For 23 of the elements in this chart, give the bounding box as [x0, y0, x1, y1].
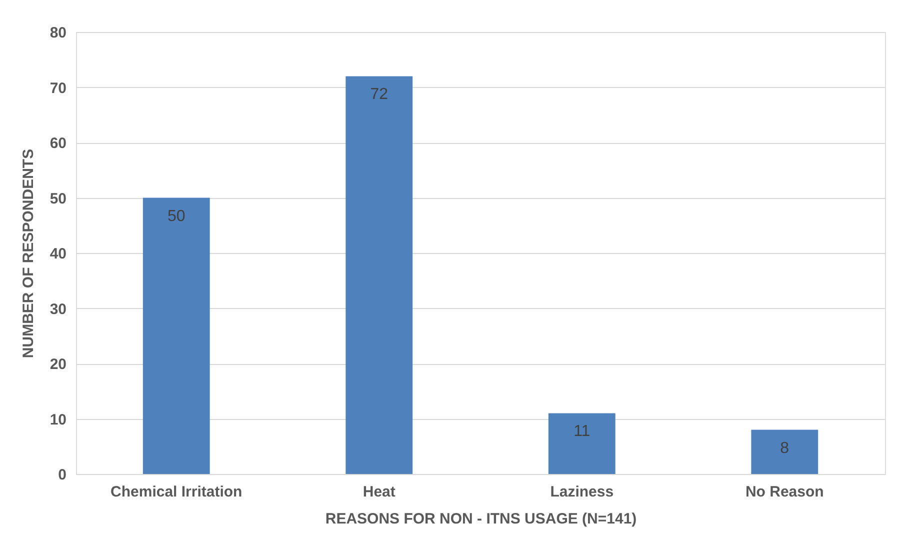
y-tick-label: 60 [50, 135, 66, 152]
x-tick-label: No Reason [745, 484, 824, 500]
data-label: 50 [167, 208, 186, 225]
data-label: 8 [780, 440, 790, 457]
bar [751, 430, 818, 474]
y-tick-label: 0 [58, 466, 66, 484]
y-tick-label: 80 [50, 24, 66, 42]
y-tick-label: 30 [50, 300, 66, 318]
data-label: 72 [370, 86, 388, 104]
bar [346, 76, 413, 474]
y-tick-label: 50 [50, 190, 66, 208]
y-axis-title: NUMBER OF RESPONDENTS [20, 148, 37, 358]
data-label: 11 [574, 423, 590, 440]
y-tick-label: 10 [50, 411, 66, 428]
y-tick-label: 70 [50, 80, 66, 97]
y-tick-label: 40 [50, 246, 66, 262]
x-tick-label: Chemical Irritation [110, 484, 242, 500]
x-tick-label: Laziness [550, 484, 614, 500]
bar [142, 198, 210, 474]
bar [548, 413, 616, 474]
x-tick-label: Heat [362, 484, 396, 500]
x-axis-title: REASONS FOR NON - ITNS USAGE (N=141) [325, 510, 637, 528]
y-tick-label: 20 [50, 356, 66, 373]
